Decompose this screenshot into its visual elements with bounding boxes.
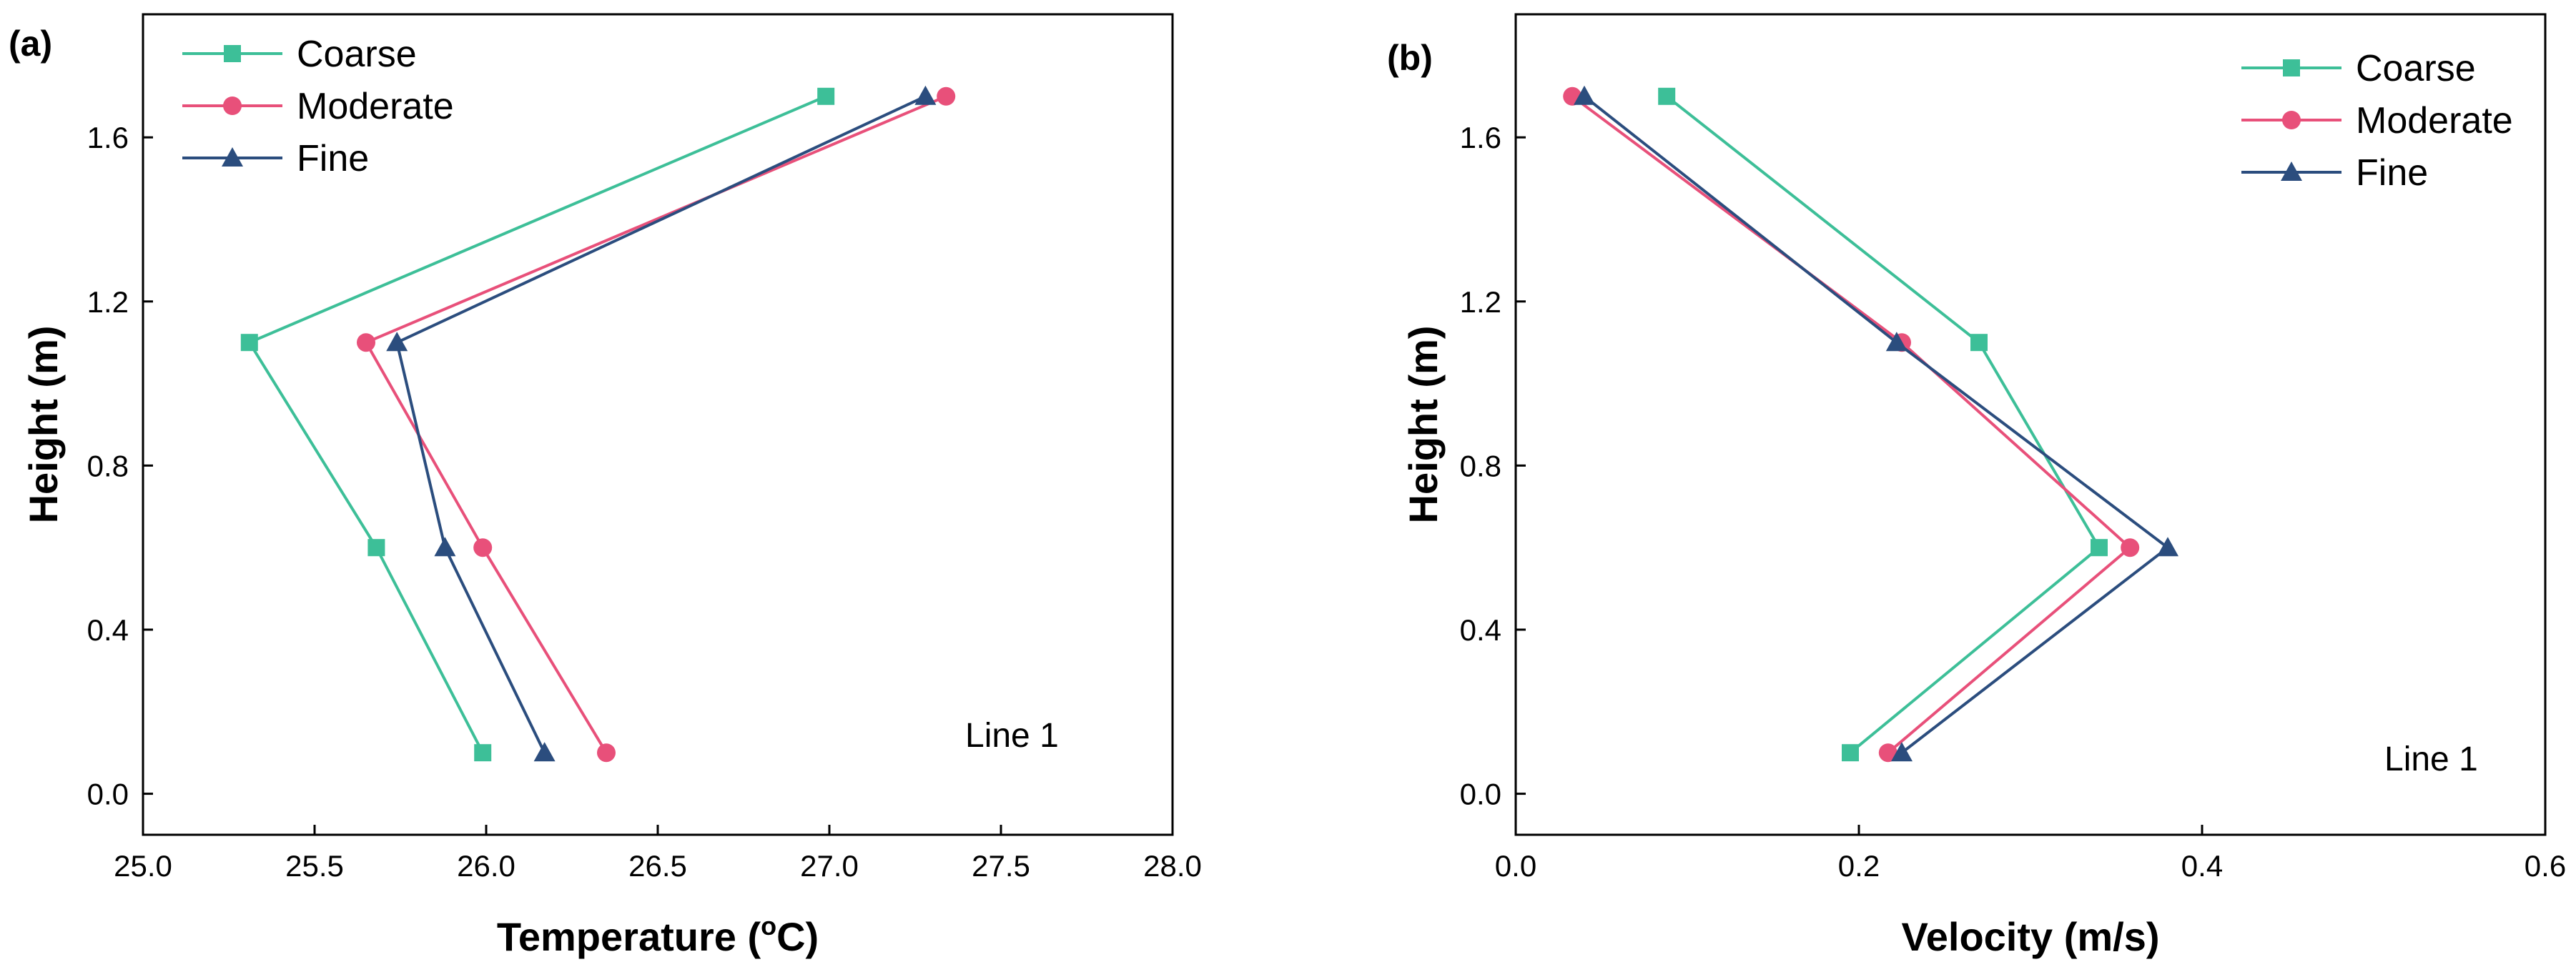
panel-label: (a) <box>9 24 52 64</box>
x-tick-label: 0.0 <box>1495 849 1536 883</box>
x-axis-title-main: Temperature ( <box>497 914 761 959</box>
axis-ticks <box>142 136 1174 835</box>
x-axis-title-end: C) <box>776 914 819 959</box>
y-tick-label: 0.0 <box>87 778 129 811</box>
series-group <box>240 85 956 763</box>
panel-b: (b) 0.0 0.2 0.4 0.6 0.0 0.4 0.8 1.2 1.6 Coarse Mo… <box>1387 13 2567 959</box>
legend-marker-coarse <box>2283 59 2300 76</box>
y-tick-label: 0.4 <box>87 613 129 647</box>
x-axis-title: Temperature (oC) <box>497 911 819 959</box>
panel-a: (a) 25.0 25.5 26.0 26.5 27.0 27.5 28.0 0.0 0.4 0.… <box>9 13 1202 959</box>
data-point-moderate <box>2121 538 2140 557</box>
y-tick-label: 1.6 <box>1460 121 1501 154</box>
legend: Coarse Moderate Fine <box>2241 48 2513 194</box>
x-tick-label: 25.0 <box>114 849 172 883</box>
legend-label-moderate: Moderate <box>297 86 454 127</box>
plot-frame <box>1514 13 2547 836</box>
tick-labels: 25.0 25.5 26.0 26.5 27.0 27.5 28.0 0.0 0.4 0.8 1.2… <box>87 121 1202 883</box>
series-line-moderate <box>1571 95 2133 754</box>
data-point-moderate <box>357 333 375 352</box>
x-tick-label: 27.5 <box>972 849 1030 883</box>
x-tick-label: 28.0 <box>1143 849 1202 883</box>
legend: Coarse Moderate Fine <box>182 34 454 179</box>
legend-label-coarse: Coarse <box>297 34 417 75</box>
series-line-fine <box>395 94 927 754</box>
y-tick-label: 0.4 <box>1460 613 1501 647</box>
y-axis-title: Height (m) <box>21 326 66 524</box>
legend-label-fine: Fine <box>297 138 369 179</box>
legend-label-moderate: Moderate <box>2356 100 2513 142</box>
y-tick-label: 0.0 <box>1460 778 1501 811</box>
data-point-fine <box>533 742 556 762</box>
legend-marker-coarse <box>224 45 241 62</box>
legend-marker-fine <box>222 147 243 167</box>
y-tick-label: 0.8 <box>1460 449 1501 482</box>
data-point-fine <box>914 85 937 105</box>
legend-marker-fine <box>2281 162 2302 181</box>
y-axis-title: Height (m) <box>1401 326 1446 524</box>
data-point-coarse <box>1842 744 1859 762</box>
x-tick-label: 26.0 <box>457 849 515 883</box>
data-point-fine <box>386 332 408 352</box>
x-tick-label: 26.5 <box>628 849 687 883</box>
panel-label: (b) <box>1387 38 1433 78</box>
data-point-fine <box>1885 332 1908 352</box>
data-point-moderate <box>597 743 616 763</box>
x-tick-label: 0.4 <box>2181 849 2223 883</box>
legend-label-coarse: Coarse <box>2356 48 2476 89</box>
series-line-coarse <box>247 94 826 754</box>
data-point-fine <box>1574 85 1595 105</box>
y-tick-label: 0.8 <box>87 449 129 482</box>
data-point-coarse <box>474 744 492 762</box>
x-tick-label: 0.2 <box>1838 849 1880 883</box>
x-axis-title: Velocity (m/s) <box>1901 914 2159 959</box>
x-tick-label: 27.0 <box>800 849 859 883</box>
y-tick-label: 1.2 <box>87 285 129 319</box>
tick-labels: 0.0 0.2 0.4 0.6 0.0 0.4 0.8 1.2 1.6 <box>1460 121 2567 883</box>
y-tick-label: 1.6 <box>87 121 129 154</box>
data-point-fine <box>2157 537 2178 557</box>
legend-marker-moderate <box>2282 111 2301 129</box>
data-point-fine <box>434 537 456 557</box>
x-tick-label: 0.6 <box>2525 849 2566 883</box>
series-group <box>1563 85 2178 763</box>
data-point-moderate <box>473 538 493 557</box>
series-line-fine <box>1583 95 2171 754</box>
data-point-coarse <box>2091 539 2108 557</box>
data-point-coarse <box>240 334 258 352</box>
series-line-coarse <box>1665 95 2101 754</box>
data-point-coarse <box>817 87 835 105</box>
data-point-moderate <box>1878 743 1898 763</box>
annotation-line-1: Line 1 <box>2384 740 2478 778</box>
axis-ticks <box>1514 136 2547 835</box>
y-tick-label: 1.2 <box>1460 285 1501 319</box>
data-point-coarse <box>367 539 385 557</box>
legend-label-fine: Fine <box>2356 152 2428 194</box>
legend-marker-moderate <box>223 96 242 115</box>
x-tick-label: 25.5 <box>285 849 344 883</box>
x-axis-title-sup: o <box>761 911 776 941</box>
data-point-fine <box>1891 742 1913 762</box>
data-point-coarse <box>1658 87 1676 105</box>
data-point-moderate <box>937 86 956 106</box>
series-line-moderate <box>364 94 947 754</box>
data-point-coarse <box>1970 334 1988 352</box>
annotation-line-1: Line 1 <box>965 717 1059 755</box>
